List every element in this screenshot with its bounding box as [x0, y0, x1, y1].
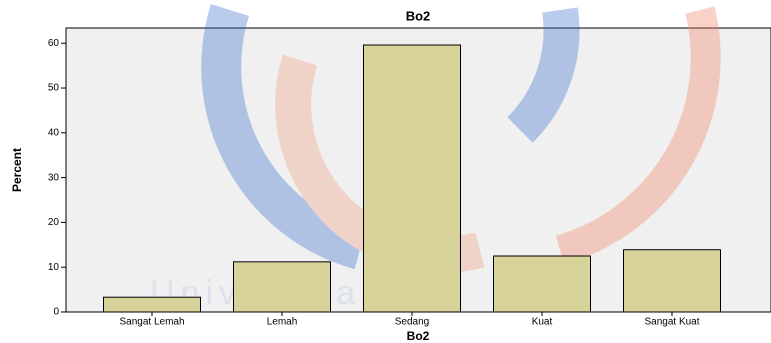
- bar: [233, 261, 331, 313]
- bar: [103, 296, 201, 313]
- y-tick-label: 30: [48, 172, 60, 183]
- y-tick-label: 10: [48, 262, 60, 273]
- bar: [493, 255, 591, 313]
- chart-title: Bo2: [406, 8, 431, 23]
- x-tick-label: Sedang: [395, 317, 429, 328]
- x-axis-title: Bo2: [407, 329, 430, 343]
- x-tick-label: Lemah: [267, 317, 298, 328]
- x-tick-label: Kuat: [532, 317, 553, 328]
- y-tick-label: 40: [48, 127, 60, 138]
- x-tick-label: Sangat Lemah: [119, 317, 184, 328]
- bar: [623, 249, 721, 313]
- y-tick-label: 0: [53, 307, 59, 318]
- y-tick-label: 50: [48, 83, 60, 94]
- y-tick-label: 20: [48, 217, 60, 228]
- bar: [363, 44, 461, 313]
- x-tick-label: Sangat Kuat: [644, 317, 699, 328]
- y-tick-label: 60: [48, 38, 60, 49]
- y-axis-title: Percent: [10, 148, 24, 192]
